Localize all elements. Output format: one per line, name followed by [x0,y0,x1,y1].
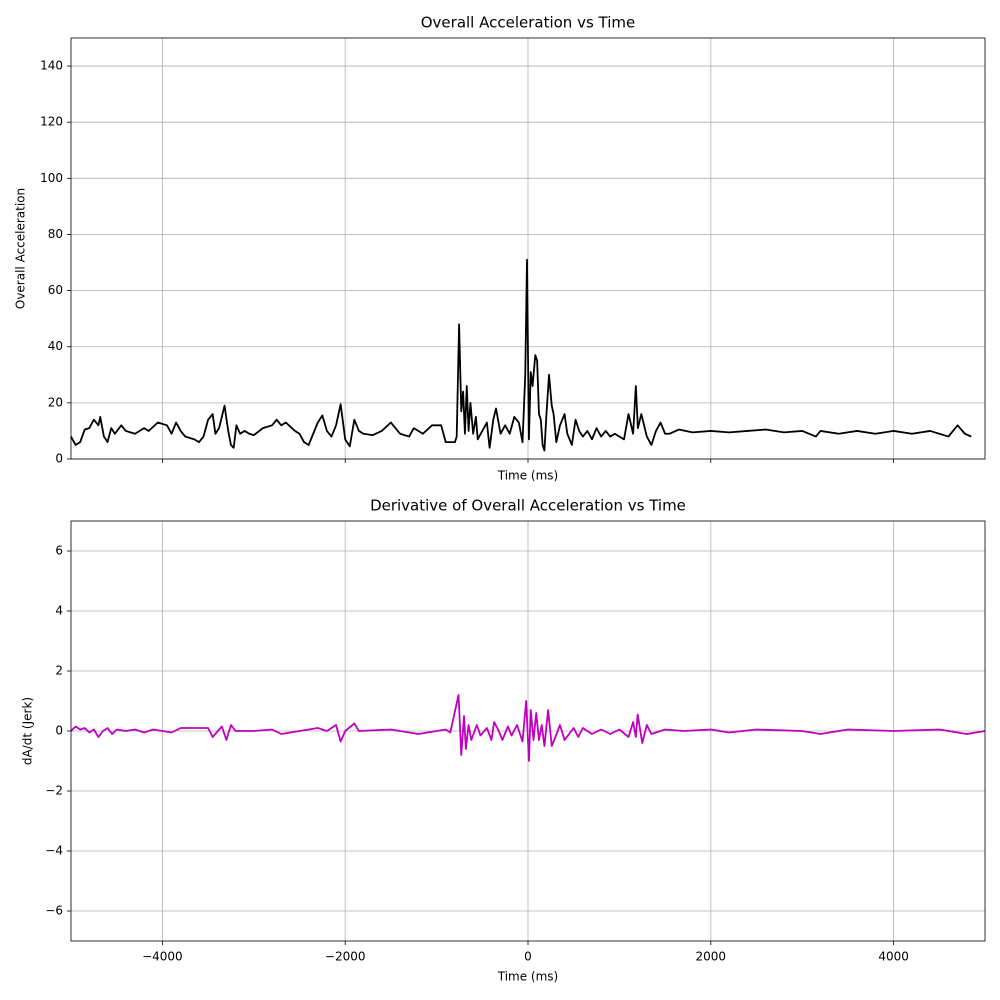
y-axis-label: Overall Acceleration [14,188,28,309]
y-tick-label: 120 [40,115,63,129]
x-tick-label: 4000 [878,950,909,964]
plot-frame [70,520,986,942]
y-tick-label: 0 [55,724,63,738]
y-tick-label: 4 [55,604,63,618]
data-line [70,694,986,762]
x-tick-label: −2000 [325,950,366,964]
y-tick-label: −4 [45,844,63,858]
y-tick-label: 6 [55,544,63,558]
plot-frame [70,37,986,460]
x-tick-label: −4000 [142,950,183,964]
y-axis-label: dA/dt (Jerk) [21,697,35,765]
chart-title: Overall Acceleration vs Time [421,14,636,32]
y-tick-label: 40 [48,339,63,353]
y-tick-label: 0 [55,452,63,466]
y-tick-label: 100 [40,171,63,185]
y-tick-label: 20 [48,395,63,409]
x-tick-label: 0 [524,950,532,964]
y-tick-label: 2 [55,664,63,678]
y-tick-label: 140 [40,59,63,73]
x-tick-label: 2000 [696,950,727,964]
x-axis-label: Time (ms) [497,970,559,984]
data-line [70,258,972,452]
y-tick-label: −2 [45,784,63,798]
chart-title: Derivative of Overall Acceleration vs Ti… [370,497,686,515]
y-tick-label: 60 [48,283,63,297]
y-tick-label: 80 [48,227,63,241]
y-tick-label: −6 [45,904,63,918]
x-axis-label: Time (ms) [497,469,559,483]
